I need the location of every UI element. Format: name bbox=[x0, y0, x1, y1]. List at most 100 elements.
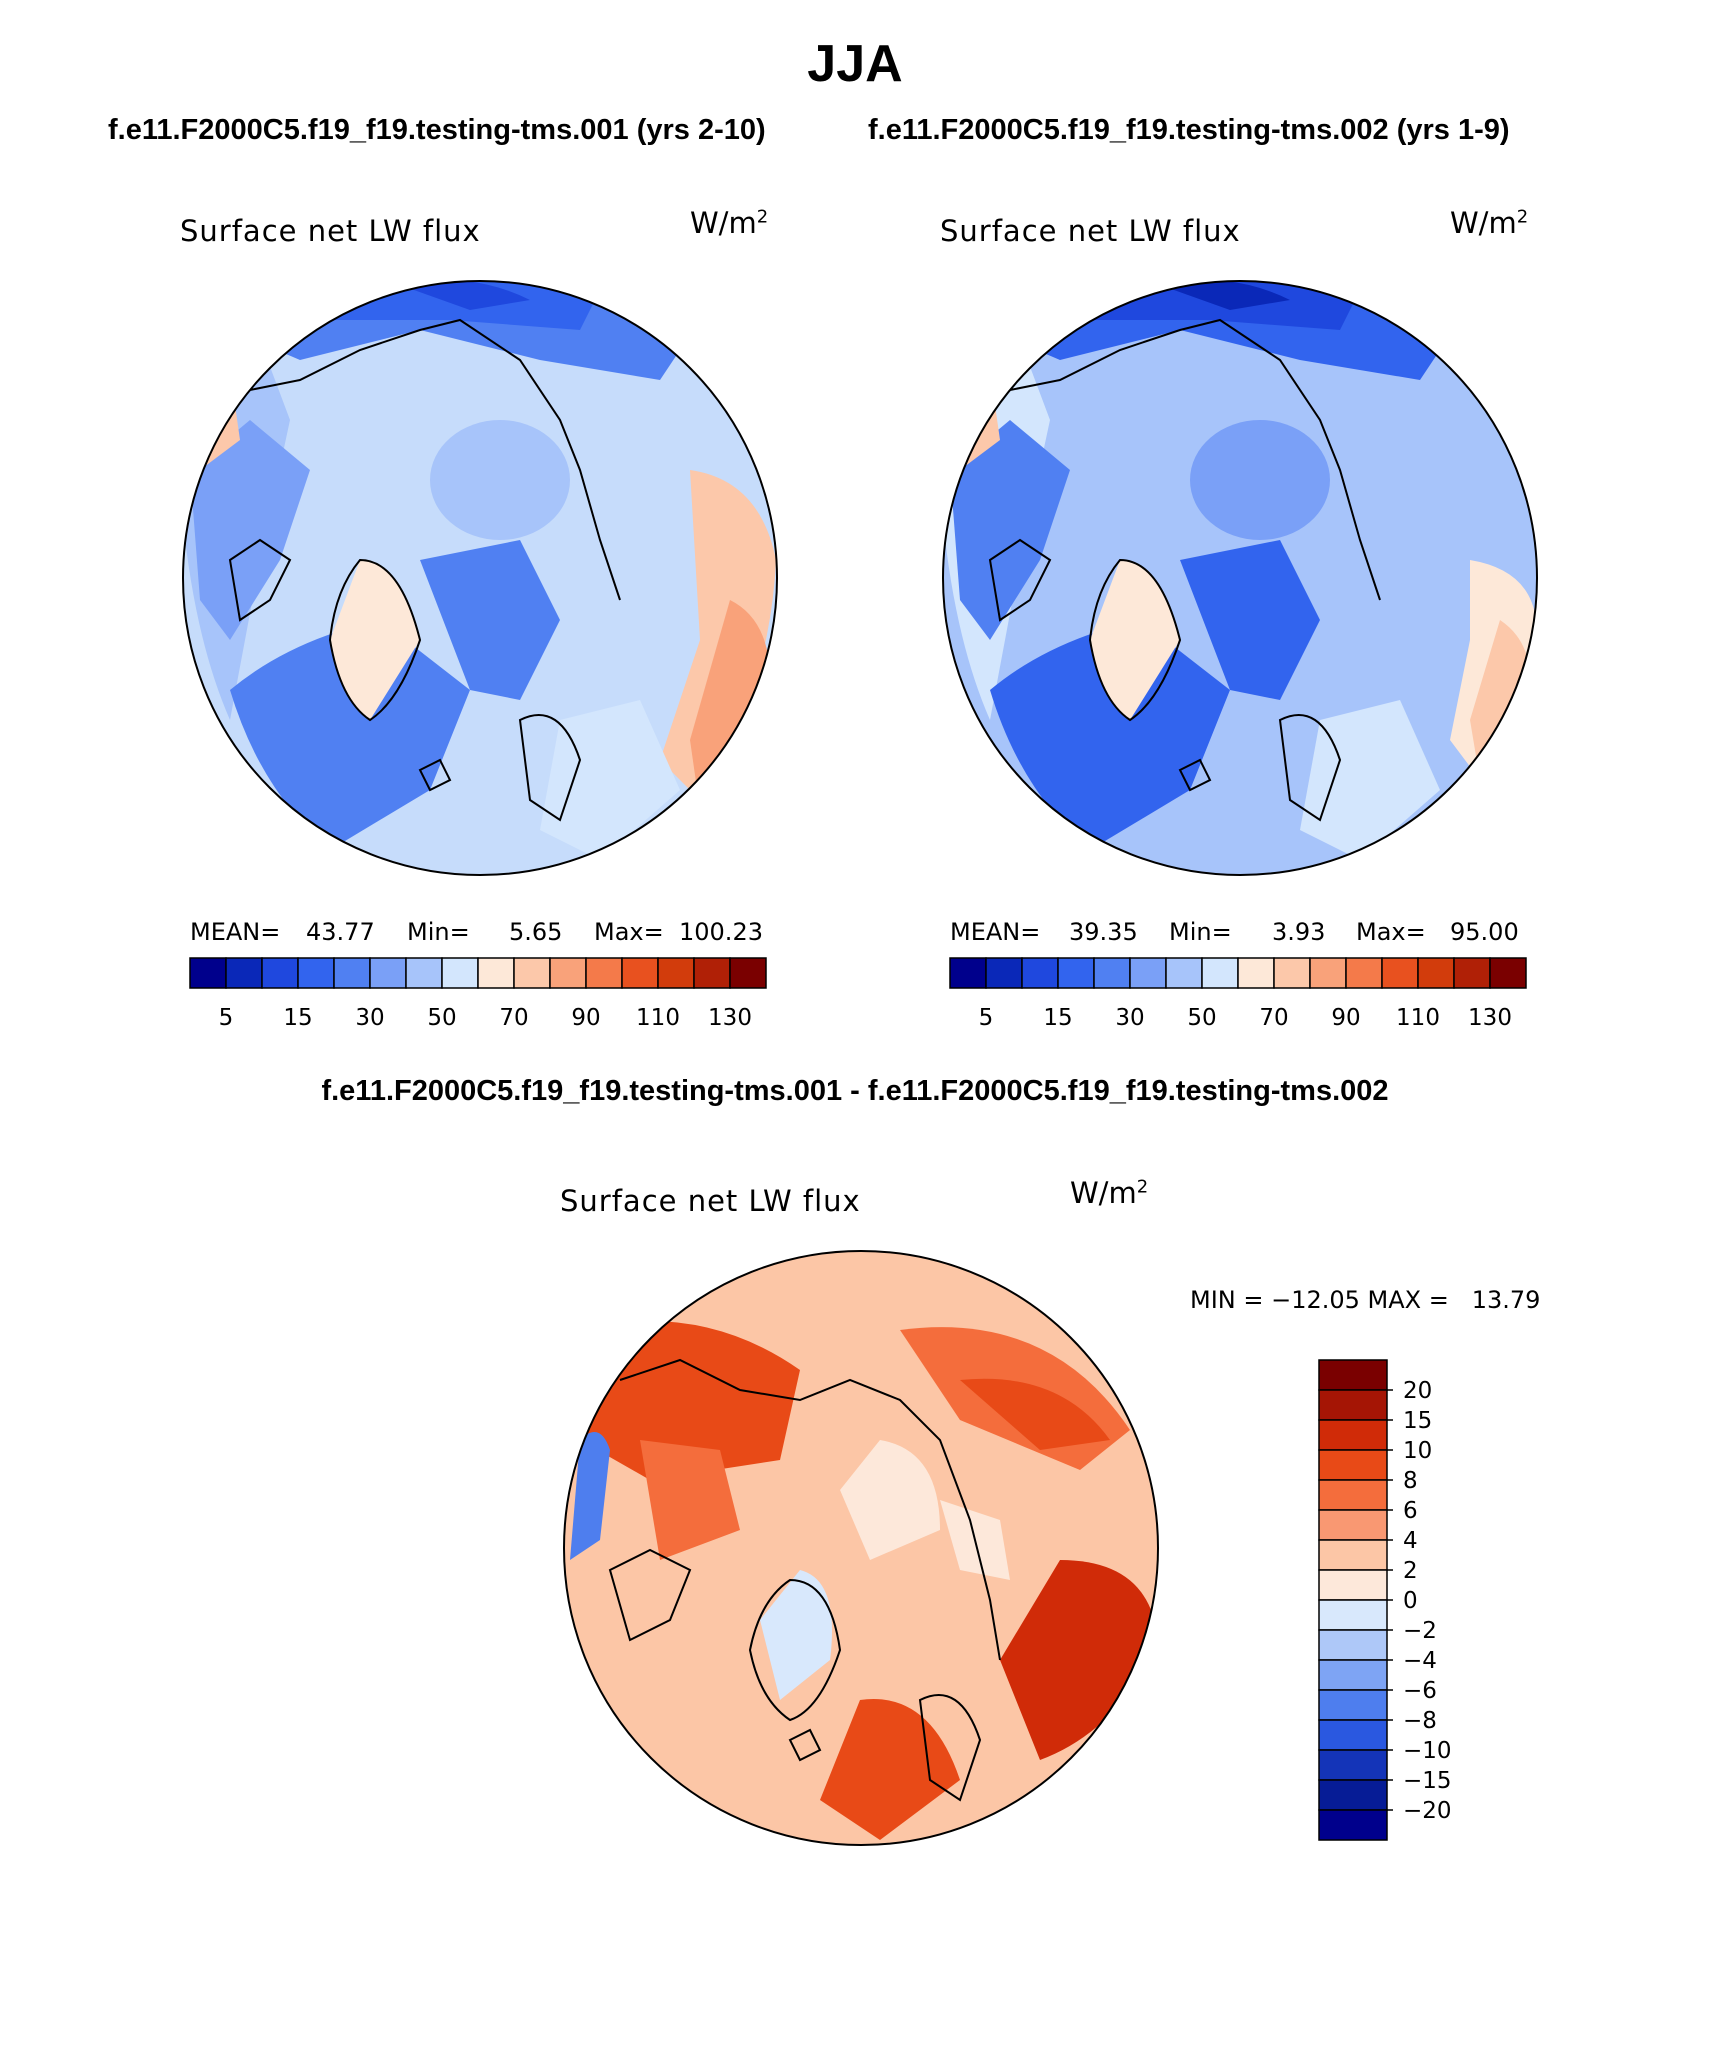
panel1-max-label: Max= bbox=[594, 918, 664, 946]
panel1-min: 5.65 bbox=[509, 918, 563, 946]
colorbar3-tick-label: −4 bbox=[1403, 1648, 1437, 1674]
colorbar1-swatch bbox=[189, 957, 227, 989]
colorbar3-tick-label: 4 bbox=[1403, 1528, 1418, 1554]
colorbar1-swatch bbox=[441, 957, 479, 989]
panel2-mean-label: MEAN= bbox=[950, 918, 1041, 946]
colorbar2-swatch bbox=[1129, 957, 1167, 989]
colorbar2-swatch bbox=[949, 957, 987, 989]
panel3-units: W/m2 bbox=[1070, 1176, 1149, 1210]
colorbar3-tick-label: 10 bbox=[1403, 1438, 1432, 1464]
colorbar2-swatch bbox=[1417, 957, 1455, 989]
panel2-min-label: Min= bbox=[1169, 918, 1232, 946]
colorbar1-tick-label: 70 bbox=[499, 1005, 528, 1031]
colorbar1-swatch bbox=[585, 957, 623, 989]
colorbar2-swatch bbox=[1165, 957, 1203, 989]
panel2-max: 95.00 bbox=[1450, 918, 1519, 946]
colorbar1-tick-label: 50 bbox=[427, 1005, 456, 1031]
panel1-max: 100.23 bbox=[679, 918, 763, 946]
case2-title: f.e11.F2000C5.f19_f19.testing-tms.002 (y… bbox=[868, 114, 1510, 146]
colorbar2-swatch bbox=[985, 957, 1023, 989]
map2-field bbox=[943, 281, 1537, 875]
colorbar3-swatch bbox=[1318, 1419, 1388, 1451]
colorbar3-tick-label: 15 bbox=[1403, 1408, 1432, 1434]
colorbar2-swatch bbox=[1057, 957, 1095, 989]
colorbar1-swatch bbox=[333, 957, 371, 989]
map1-field bbox=[183, 281, 777, 875]
colorbar2-tick-label: 70 bbox=[1259, 1005, 1288, 1031]
colorbar3-swatch bbox=[1318, 1389, 1388, 1421]
colorbar3-swatch bbox=[1318, 1719, 1388, 1751]
colorbar3-swatch bbox=[1318, 1479, 1388, 1511]
colorbar1-swatch bbox=[405, 957, 443, 989]
colorbar3-tick-label: 6 bbox=[1403, 1498, 1418, 1524]
colorbar2-tick-label: 130 bbox=[1468, 1005, 1512, 1031]
panel3-label: Surface net LW flux bbox=[560, 1184, 861, 1218]
colorbar1-swatch bbox=[729, 957, 767, 989]
colorbar3-tick-label: 20 bbox=[1403, 1378, 1432, 1404]
colorbar2-swatch bbox=[1309, 957, 1347, 989]
map1-boundary bbox=[182, 280, 778, 876]
panel2-mean: 39.35 bbox=[1069, 918, 1138, 946]
colorbar1-tick-label: 5 bbox=[219, 1005, 234, 1031]
panel1-mean-label: MEAN= bbox=[190, 918, 281, 946]
colorbar2-tick-label: 90 bbox=[1331, 1005, 1360, 1031]
map2-coastlines bbox=[988, 318, 1381, 822]
difference-title: f.e11.F2000C5.f19_f19.testing-tms.001 - … bbox=[321, 1075, 1389, 1107]
colorbar2-swatch bbox=[1201, 957, 1239, 989]
panel2-min: 3.93 bbox=[1272, 918, 1326, 946]
colorbar2-swatch bbox=[1093, 957, 1131, 989]
colorbar1-swatch bbox=[477, 957, 515, 989]
colorbar3-tick-label: 8 bbox=[1403, 1468, 1418, 1494]
case1-title: f.e11.F2000C5.f19_f19.testing-tms.001 (y… bbox=[108, 114, 766, 146]
colorbar1-tick-label: 110 bbox=[636, 1005, 680, 1031]
colorbar1-swatch bbox=[297, 957, 335, 989]
colorbar1-swatch bbox=[621, 957, 659, 989]
colorbar3-swatch bbox=[1318, 1359, 1388, 1391]
map3-boundary bbox=[563, 1250, 1159, 1846]
panel2-units: W/m2 bbox=[1450, 206, 1529, 240]
colorbar1-tick-label: 130 bbox=[708, 1005, 752, 1031]
colorbar3-tick-label: −10 bbox=[1403, 1738, 1452, 1764]
colorbar1-swatch bbox=[657, 957, 695, 989]
colorbar3-swatch bbox=[1318, 1449, 1388, 1481]
panel1-units: W/m2 bbox=[690, 206, 769, 240]
colorbar3-swatch bbox=[1318, 1629, 1388, 1661]
map3-field bbox=[564, 1251, 1158, 1845]
colorbar3-tick-label: −15 bbox=[1403, 1768, 1452, 1794]
map1-coastlines bbox=[228, 318, 621, 822]
colorbar1-swatch bbox=[225, 957, 263, 989]
colorbar3-swatch bbox=[1318, 1569, 1388, 1601]
colorbar2-swatch bbox=[1489, 957, 1527, 989]
colorbar1-swatch bbox=[693, 957, 731, 989]
panel1-min-label: Min= bbox=[407, 918, 470, 946]
colorbar1-swatch bbox=[369, 957, 407, 989]
colorbar3-tick-label: 2 bbox=[1403, 1558, 1418, 1584]
colorbar1-tick-label: 15 bbox=[283, 1005, 312, 1031]
colorbar3-swatch bbox=[1318, 1689, 1388, 1721]
colorbar3-tick-label: −2 bbox=[1403, 1618, 1437, 1644]
colorbar3-swatch bbox=[1318, 1659, 1388, 1691]
colorbar3-tick-label: 0 bbox=[1403, 1588, 1418, 1614]
colorbar3-swatch bbox=[1318, 1509, 1388, 1541]
figure-title: JJA bbox=[807, 35, 903, 93]
colorbar3-swatch bbox=[1318, 1779, 1388, 1811]
panel1-label: Surface net LW flux bbox=[180, 214, 481, 248]
colorbar-1: 5 15 30 50 70 90 110 130 bbox=[189, 957, 767, 1031]
map2-boundary bbox=[942, 280, 1538, 876]
colorbar2-tick-label: 30 bbox=[1115, 1005, 1144, 1031]
colorbar2-swatch bbox=[1021, 957, 1059, 989]
colorbar3-tick-label: −6 bbox=[1403, 1678, 1437, 1704]
colorbar2-tick-label: 50 bbox=[1187, 1005, 1216, 1031]
colorbar1-tick-label: 30 bbox=[355, 1005, 384, 1031]
colorbar1-swatch bbox=[549, 957, 587, 989]
colorbar3-swatch bbox=[1318, 1749, 1388, 1781]
map3-coastlines bbox=[608, 1358, 1001, 1802]
colorbar2-tick-label: 5 bbox=[979, 1005, 994, 1031]
colorbar2-tick-label: 15 bbox=[1043, 1005, 1072, 1031]
colorbar2-swatch bbox=[1237, 957, 1275, 989]
panel2-label: Surface net LW flux bbox=[940, 214, 1241, 248]
colorbar-2: 5 15 30 50 70 90 110 130 bbox=[949, 957, 1527, 1031]
panel3-minmax: MIN = −12.05 MAX = 13.79 bbox=[1190, 1286, 1541, 1314]
colorbar1-tick-label: 90 bbox=[571, 1005, 600, 1031]
